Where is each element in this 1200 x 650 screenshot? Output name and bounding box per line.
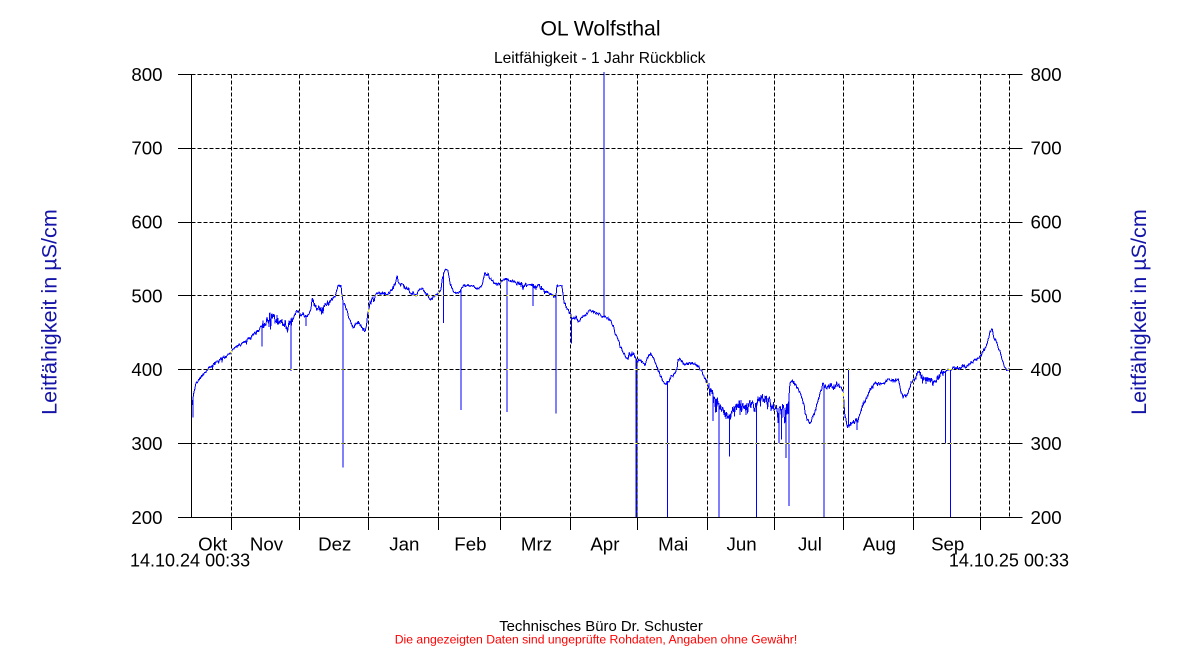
svg-text:14.10.25 00:33: 14.10.25 00:33 (949, 551, 1069, 571)
svg-text:Technisches Büro Dr. Schuster: Technisches Büro Dr. Schuster (499, 619, 703, 635)
svg-text:800: 800 (131, 64, 162, 85)
svg-text:200: 200 (131, 507, 162, 528)
svg-text:Leitfähigkeit in µS/cm: Leitfähigkeit in µS/cm (37, 209, 62, 415)
svg-text:300: 300 (1031, 433, 1062, 454)
svg-text:Jun: Jun (727, 534, 757, 555)
svg-text:700: 700 (131, 138, 162, 159)
svg-text:500: 500 (1031, 285, 1062, 306)
svg-text:Leitfähigkeit in µS/cm: Leitfähigkeit in µS/cm (1126, 209, 1151, 415)
svg-text:600: 600 (1031, 212, 1062, 233)
svg-text:700: 700 (1031, 138, 1062, 159)
svg-text:Aug: Aug (863, 534, 896, 555)
svg-text:200: 200 (1031, 507, 1062, 528)
svg-text:300: 300 (131, 433, 162, 454)
svg-text:Jan: Jan (389, 534, 419, 555)
svg-text:14.10.24 00:33: 14.10.24 00:33 (130, 551, 250, 571)
svg-text:Dez: Dez (318, 534, 351, 555)
svg-text:Nov: Nov (250, 534, 284, 555)
svg-text:800: 800 (1031, 64, 1062, 85)
svg-text:Jul: Jul (798, 534, 822, 555)
svg-text:400: 400 (1031, 359, 1062, 380)
svg-text:600: 600 (131, 212, 162, 233)
svg-text:Apr: Apr (590, 534, 619, 555)
svg-text:Sep: Sep (931, 534, 964, 555)
svg-text:OL Wolfsthal: OL Wolfsthal (540, 18, 660, 41)
svg-text:Okt: Okt (198, 534, 228, 555)
svg-text:400: 400 (131, 359, 162, 380)
svg-text:Feb: Feb (454, 534, 486, 555)
svg-text:Leitfähigkeit - 1 Jahr Rückbli: Leitfähigkeit - 1 Jahr Rückblick (494, 50, 706, 67)
svg-text:Mai: Mai (658, 534, 688, 555)
svg-text:Mrz: Mrz (521, 534, 552, 555)
svg-text:Die angezeigten Daten sind ung: Die angezeigten Daten sind ungeprüfte Ro… (395, 632, 797, 646)
svg-text:500: 500 (131, 285, 162, 306)
